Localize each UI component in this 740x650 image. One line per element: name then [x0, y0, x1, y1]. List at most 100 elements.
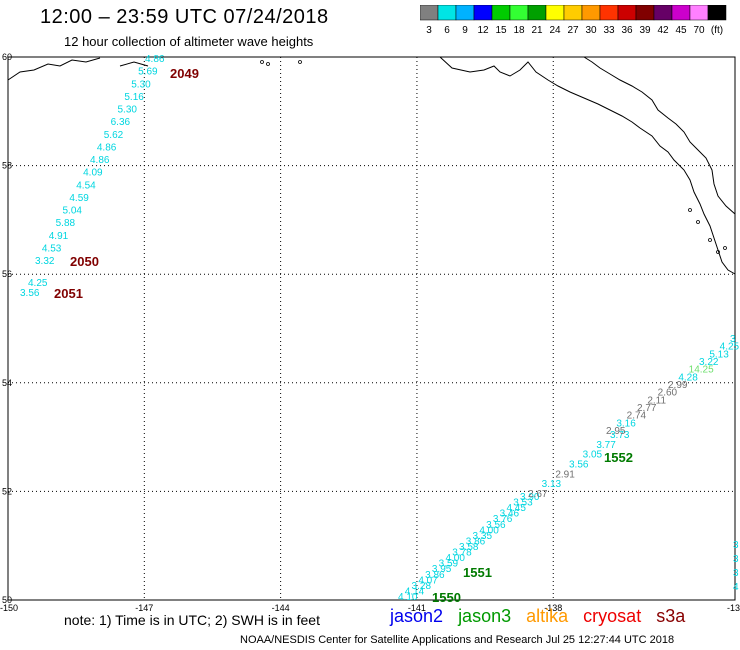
latitude-label: 56	[2, 269, 12, 279]
swh-value-1550: 3.46	[500, 509, 520, 520]
latitude-label: 50	[2, 595, 12, 605]
swh-value-edge: 3	[733, 554, 739, 565]
swh-value-1550: 3.56	[486, 520, 506, 531]
island	[708, 238, 712, 242]
swh-value-1551: 2.67	[528, 489, 548, 500]
swh-value-1550: 4.14	[405, 586, 425, 597]
swh-value-1552: 3.22	[699, 357, 719, 368]
coastline-inner	[583, 56, 736, 215]
island	[298, 60, 302, 64]
swh-value-1550: 3.53	[513, 498, 533, 509]
swh-value-2049: 5.88	[56, 218, 76, 229]
colorbar-label: 33	[603, 25, 615, 36]
swh-value-2049: 4.53	[42, 243, 62, 254]
legend-jason3: jason3	[458, 606, 512, 626]
swh-value-2049: 5.69	[138, 67, 158, 78]
colorbar-label: 42	[657, 25, 669, 36]
colorbar-label: 39	[639, 25, 651, 36]
swh-value-1550: 3.76	[493, 514, 513, 525]
latitude-label: 60	[2, 52, 12, 62]
legend-cryosat: cryosat	[583, 606, 642, 626]
longitude-label: -150	[0, 603, 18, 613]
swh-value-1552: 2.95	[606, 426, 626, 437]
swh-value-1552: 4.25	[720, 342, 740, 353]
latitude-label: 54	[2, 378, 12, 388]
legend-s3a: s3a	[656, 606, 686, 626]
colorbar-swatch	[707, 5, 727, 21]
swh-value-1552: 14.25	[689, 365, 714, 376]
swh-value-2049: 4.09	[83, 168, 103, 179]
swh-value-2051: 3.56	[20, 288, 40, 299]
pass-label-2049: 2049	[170, 66, 199, 81]
colorbar-label: 15	[495, 25, 507, 36]
island	[688, 208, 692, 212]
swh-value-2049: 4.59	[69, 193, 89, 204]
longitude-label: -138	[544, 603, 562, 613]
swh-value-1550: 4.07	[418, 575, 438, 586]
island	[266, 62, 270, 66]
swh-value-1552: 2.74	[627, 411, 647, 422]
pass-label-1552: 1552	[604, 450, 633, 465]
colorbar-label: 27	[567, 25, 579, 36]
swh-value-1550: 3.90	[520, 492, 540, 503]
swh-value-1550: 4.45	[506, 503, 526, 514]
legend-jason2: jason2	[390, 606, 444, 626]
swh-value-1552: 5.13	[709, 349, 729, 360]
swh-value-2049: 4.86	[90, 155, 110, 166]
swh-value-edge: 4	[733, 582, 739, 593]
footer-note: note: 1) Time is in UTC; 2) SWH is in fe…	[64, 612, 320, 628]
swh-value-1550: 3.78	[452, 548, 472, 559]
longitude-label: -147	[135, 603, 153, 613]
longitude-label: -141	[408, 603, 426, 613]
swh-value-1551: 2.91	[555, 469, 575, 480]
swh-value-edge: 3	[733, 568, 739, 579]
pass-label-1551: 1551	[463, 565, 492, 580]
colorbar-label: 45	[675, 25, 687, 36]
longitude-label: -13	[727, 603, 740, 613]
island	[716, 250, 720, 254]
swh-value-1550: 3.35	[473, 531, 493, 542]
colorbar-label: 24	[549, 25, 561, 36]
swh-value-2049: 3.32	[35, 256, 55, 267]
swh-value-1551: 3.73	[610, 430, 630, 441]
colorbar-label: 36	[621, 25, 633, 36]
colorbar-label: (ft)	[711, 25, 723, 36]
satellite-legend: jason2 jason3 altika cryosat s3a	[390, 606, 695, 627]
swh-value-2049: 4.86	[145, 54, 165, 65]
swh-value-1550: 3.28	[412, 581, 432, 592]
latitude-label: 58	[2, 161, 12, 171]
coastline-west	[7, 57, 101, 81]
swh-value-1550: 4.10	[398, 592, 418, 603]
colorbar-label: 12	[477, 25, 489, 36]
swh-value-1552: 4.28	[678, 372, 698, 383]
island	[723, 246, 727, 250]
swh-value-1552: 2.60	[658, 388, 678, 399]
swh-value-1551: 3.05	[583, 450, 603, 461]
swh-value-1551: 3.56	[569, 460, 589, 471]
swh-value-2049: 5.16	[124, 92, 144, 103]
coastline	[439, 56, 736, 275]
swh-value-1550: 3.59	[439, 559, 459, 570]
colorbar-label: 6	[444, 25, 450, 36]
swh-value-1552: 3	[730, 334, 736, 345]
swh-value-2049: 4.86	[97, 142, 117, 153]
colorbar-label: 9	[462, 25, 468, 36]
swh-value-1550: 3.58	[459, 542, 479, 553]
colorbar-label: 3	[426, 25, 432, 36]
pass-label-2051: 2051	[54, 286, 83, 301]
swh-value-2049: 6.36	[111, 117, 131, 128]
swh-value-1550: 4.00	[445, 553, 465, 564]
swh-value-1550: 3.86	[425, 570, 445, 581]
page-title: 12:00 – 23:59 UTC 07/24/2018	[40, 6, 329, 28]
swh-value-2049: 4.54	[76, 180, 96, 191]
swh-value-2049: 5.04	[63, 206, 83, 217]
swh-value-2049: 5.30	[131, 79, 151, 90]
legend-altika: altika	[526, 606, 569, 626]
swh-value-2051: 4.25	[28, 278, 48, 289]
colorbar-label: 18	[513, 25, 525, 36]
colorbar-label: 70	[693, 25, 705, 36]
swh-value-edge: 3	[733, 540, 739, 551]
coastline-kenai	[119, 61, 149, 67]
colorbar-label: 21	[531, 25, 543, 36]
swh-value-1551: 3.13	[542, 479, 562, 490]
